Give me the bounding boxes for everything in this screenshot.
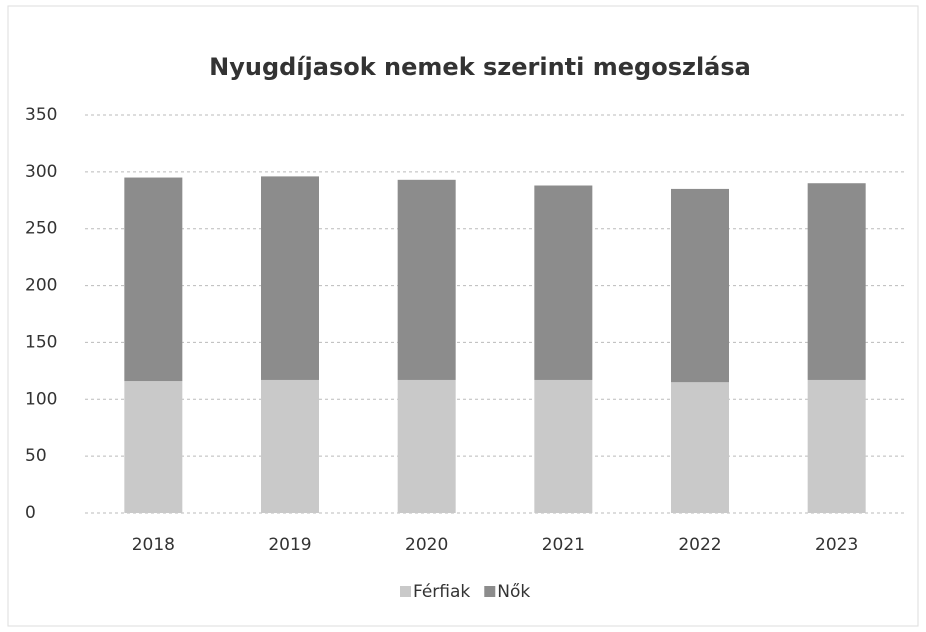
legend-swatch [400,586,411,597]
x-tick-label: 2020 [405,535,448,555]
bar-segment [124,177,183,382]
legend-swatch [484,586,496,597]
y-tick-label: 50 [25,446,47,466]
x-tick-label: 2021 [542,535,585,555]
bar-segment [261,176,319,380]
y-tick-label: 0 [25,503,36,523]
y-tick-label: 100 [25,389,57,409]
bar-segment [534,185,593,380]
bar-segment [124,381,183,513]
bar-segment [261,379,319,513]
y-tick-label: 200 [25,276,57,296]
bar-segment [397,379,456,513]
chart-title: Nyugdíjasok nemek szerinti megoszlása [209,53,751,81]
legend-label: Nők [497,582,530,602]
legend-label: Férfiak [413,582,470,602]
bar-segment [671,382,729,513]
bar-segment [397,179,456,380]
x-tick-label: 2022 [678,535,721,555]
y-tick-label: 250 [25,219,57,239]
y-tick-label: 150 [25,332,57,352]
bar-segment [534,379,593,513]
bar-segment [807,379,866,513]
x-tick-label: 2023 [815,535,858,555]
x-tick-label: 2018 [132,535,175,555]
bar-segment [807,183,866,380]
y-tick-label: 300 [25,162,57,182]
x-tick-label: 2019 [268,535,311,555]
bar-segment [671,188,729,383]
y-tick-label: 350 [25,105,57,125]
